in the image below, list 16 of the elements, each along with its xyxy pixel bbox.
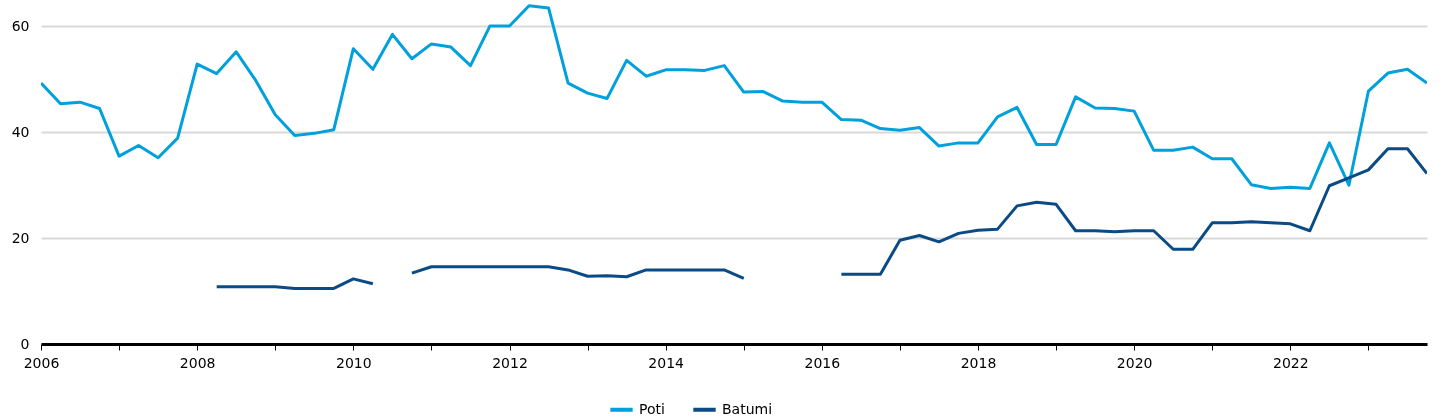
- x-tick-label: 2018: [960, 354, 997, 371]
- legend-label: Batumi: [722, 400, 773, 417]
- x-tick-label: 2020: [1116, 354, 1153, 371]
- x-tick-label: 2016: [804, 354, 841, 371]
- line-series: [41, 4, 1427, 190]
- y-tick-label: 20: [11, 229, 30, 246]
- y-tick-label: 40: [11, 123, 30, 140]
- x-tick-label: 2014: [648, 354, 685, 371]
- x-tick-label: 2008: [179, 354, 216, 371]
- y-tick-label: 60: [11, 17, 30, 34]
- x-tick-label: 2022: [1273, 354, 1309, 371]
- legend-label: Poti: [639, 400, 665, 417]
- x-tick-label: 2010: [336, 354, 372, 371]
- x-tick-label: 2012: [492, 354, 528, 371]
- x-tick-label: 2006: [23, 354, 60, 371]
- y-tick-label: 0: [20, 335, 30, 352]
